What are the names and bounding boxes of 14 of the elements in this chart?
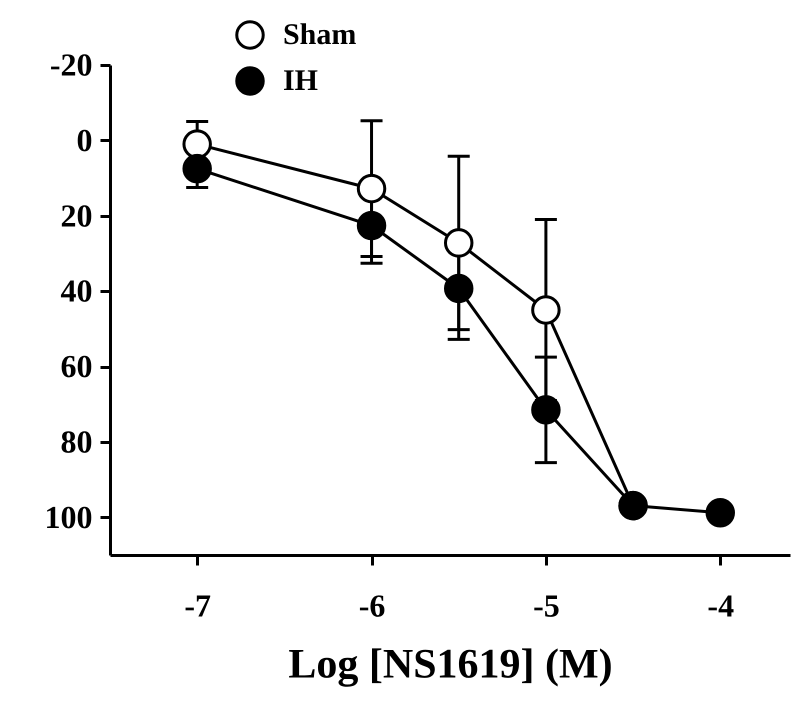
- y-tick-label: 80: [60, 423, 92, 460]
- x-axis-title: Log [NS1619] (M): [288, 642, 613, 688]
- x-tick-label: -5: [533, 588, 560, 624]
- y-tick-label: 60: [60, 348, 92, 384]
- legend-label: IH: [283, 64, 318, 97]
- y-tick-label: 40: [60, 272, 92, 309]
- y-tick-label: 0: [76, 122, 92, 158]
- x-tick-label: -4: [707, 588, 734, 624]
- y-tick-label: 100: [44, 498, 92, 535]
- x-tick-label: -6: [358, 588, 386, 624]
- y-tick-label: 20: [60, 197, 92, 234]
- legend-label: Sham: [283, 18, 356, 51]
- y-tick-label: -20: [50, 46, 92, 82]
- x-tick-label: -7: [184, 588, 212, 624]
